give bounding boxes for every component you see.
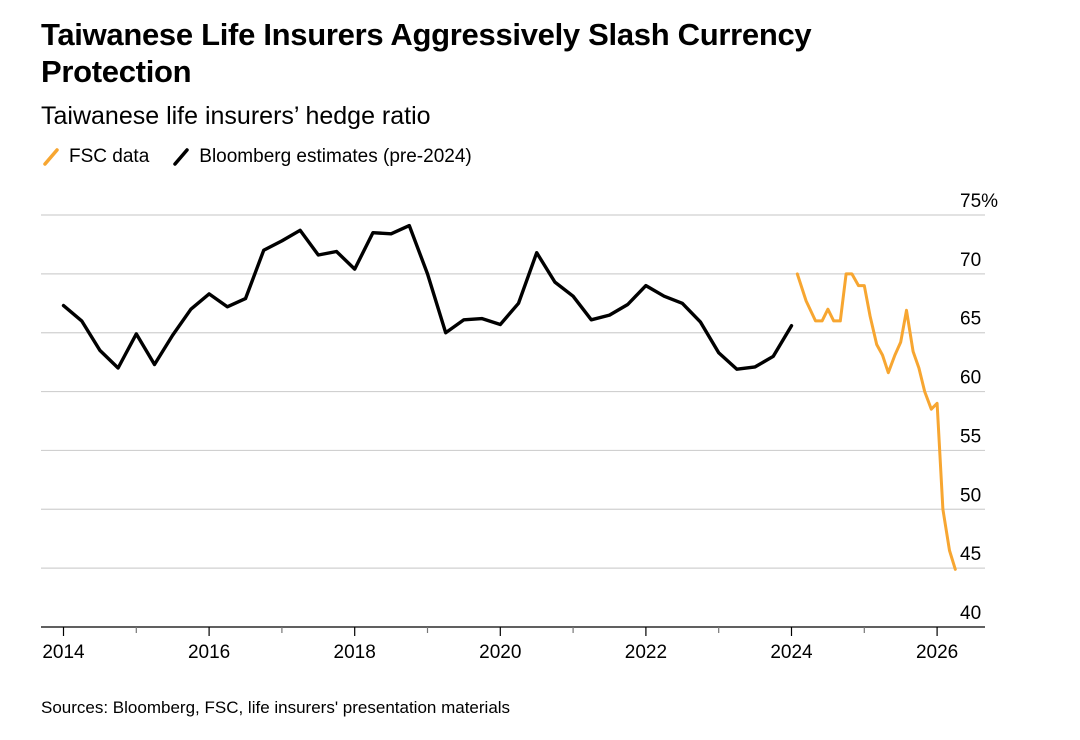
x-tick-label-2026: 2026: [916, 642, 958, 663]
series-line-fsc-data: [795, 272, 957, 571]
source-note: Sources: Bloomberg, FSC, life insurers' …: [41, 698, 511, 717]
y-tick-label-40: 40: [960, 603, 981, 624]
series-lines: [61, 223, 957, 571]
x-tick-label-2018: 2018: [334, 642, 376, 663]
chart-subtitle: Taiwanese life insurers’ hedge ratio: [41, 102, 431, 130]
gridlines: [41, 214, 985, 569]
x-axis: 2014 2016 2018 2020 2022 2024 2026: [41, 626, 985, 663]
y-tick-label-75: 75%: [960, 191, 998, 212]
y-tick-label-70: 70: [960, 250, 981, 271]
y-tick-label-45: 45: [960, 544, 981, 565]
x-tick-label-2024: 2024: [770, 642, 813, 663]
legend-item-bloomberg: Bloomberg estimates (pre-2024): [171, 144, 472, 170]
x-tick-label-2016: 2016: [188, 642, 230, 663]
orange-line-icon: [43, 148, 59, 166]
y-tick-label-50: 50: [960, 485, 981, 506]
y-axis-labels: 40 45 50 55 60 65 70 75%: [960, 191, 998, 624]
legend: FSC data Bloomberg estimates (pre-2024): [41, 144, 494, 170]
legend-item-fsc: FSC data: [41, 144, 149, 170]
x-tick-label-2020: 2020: [479, 642, 521, 663]
legend-label-fsc: FSC data: [69, 146, 150, 167]
y-tick-label-55: 55: [960, 426, 981, 447]
x-tick-label-2022: 2022: [625, 642, 667, 663]
y-tick-label-65: 65: [960, 309, 981, 330]
black-line-icon: [173, 148, 190, 166]
y-tick-label-60: 60: [960, 368, 981, 389]
chart-title: Taiwanese Life Insurers Aggressively Sla…: [41, 17, 812, 89]
series-line-bloomberg-estimates: [61, 223, 794, 371]
legend-label-bloomberg: Bloomberg estimates (pre-2024): [199, 146, 472, 167]
x-tick-label-2014: 2014: [42, 642, 85, 663]
